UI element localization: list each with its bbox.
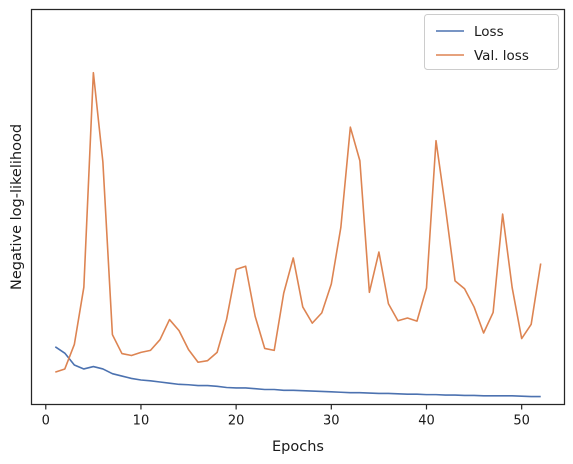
series-line-loss bbox=[54, 346, 541, 398]
x-axis-label: Epochs bbox=[272, 439, 324, 455]
plot-frame bbox=[30, 8, 566, 406]
legend-label-val-loss: Val. loss bbox=[474, 48, 529, 64]
series-line-val-loss bbox=[55, 71, 542, 373]
x-tick-label-50: 50 bbox=[513, 414, 530, 429]
x-tick-label-10: 10 bbox=[133, 414, 150, 429]
series-lines bbox=[54, 71, 542, 398]
x-tick-label-0: 0 bbox=[42, 414, 50, 429]
x-tick-label-40: 40 bbox=[418, 414, 435, 429]
legend: Loss Val. loss bbox=[424, 14, 559, 70]
x-tick-label-30: 30 bbox=[323, 414, 340, 429]
y-axis-label: Negative log-likelihood bbox=[9, 124, 25, 290]
x-axis: 0 10 20 30 40 50 bbox=[42, 404, 530, 429]
x-tick-label-20: 20 bbox=[228, 414, 245, 429]
legend-label-loss: Loss bbox=[474, 24, 504, 40]
